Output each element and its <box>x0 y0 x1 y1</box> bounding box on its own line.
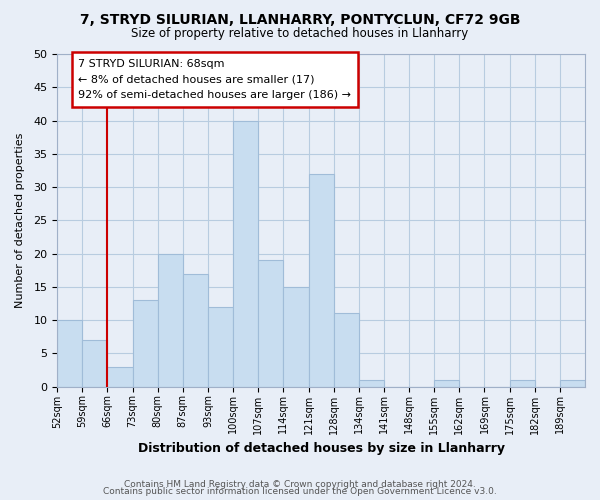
Bar <box>334 314 359 386</box>
Text: Contains HM Land Registry data © Crown copyright and database right 2024.: Contains HM Land Registry data © Crown c… <box>124 480 476 489</box>
Bar <box>82 340 107 386</box>
Bar <box>133 300 158 386</box>
Text: Contains public sector information licensed under the Open Government Licence v3: Contains public sector information licen… <box>103 488 497 496</box>
Bar <box>208 307 233 386</box>
Bar <box>107 366 133 386</box>
Bar <box>434 380 460 386</box>
Text: Size of property relative to detached houses in Llanharry: Size of property relative to detached ho… <box>131 28 469 40</box>
Bar <box>158 254 183 386</box>
Bar <box>57 320 82 386</box>
Bar <box>233 120 258 386</box>
Bar <box>283 287 308 386</box>
Bar <box>509 380 535 386</box>
Bar <box>308 174 334 386</box>
X-axis label: Distribution of detached houses by size in Llanharry: Distribution of detached houses by size … <box>137 442 505 455</box>
Bar <box>183 274 208 386</box>
Y-axis label: Number of detached properties: Number of detached properties <box>15 132 25 308</box>
Text: 7 STRYD SILURIAN: 68sqm
← 8% of detached houses are smaller (17)
92% of semi-det: 7 STRYD SILURIAN: 68sqm ← 8% of detached… <box>78 59 351 100</box>
Bar <box>258 260 283 386</box>
Text: 7, STRYD SILURIAN, LLANHARRY, PONTYCLUN, CF72 9GB: 7, STRYD SILURIAN, LLANHARRY, PONTYCLUN,… <box>80 12 520 26</box>
Bar <box>560 380 585 386</box>
Bar <box>359 380 384 386</box>
